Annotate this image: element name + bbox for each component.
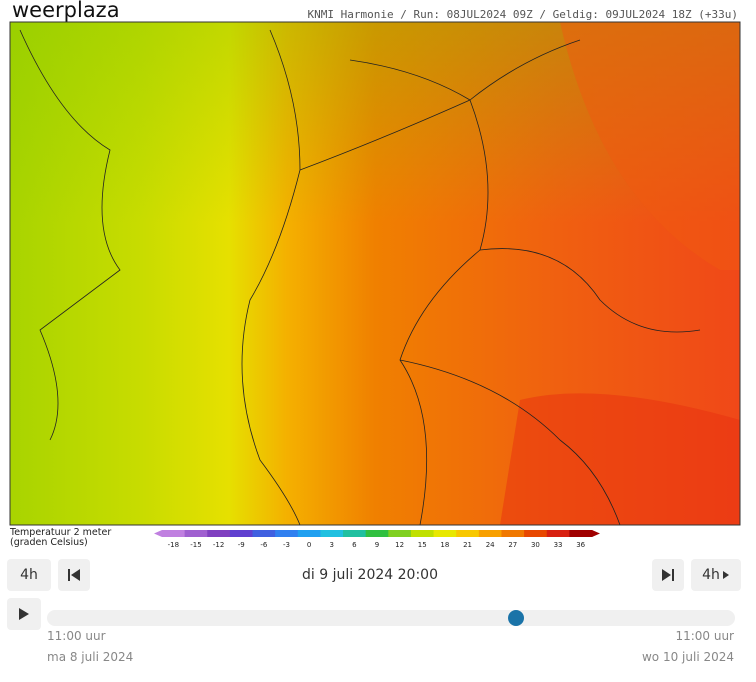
step-back-button[interactable]: 4h [7, 559, 51, 591]
colorbar-cell [275, 530, 299, 537]
colorbar-cell [456, 530, 480, 537]
colorbar-cell [252, 530, 276, 537]
colorbar-cell [546, 530, 570, 537]
start-time: 11:00 uur [47, 629, 106, 643]
colorbar-cell [524, 530, 548, 537]
current-time: di 9 juli 2024 20:00 [301, 567, 438, 583]
colorbar-cell [478, 530, 502, 537]
colorbar-cell [410, 530, 435, 537]
skip-back-icon [68, 569, 80, 581]
colorbar-cell [433, 530, 457, 537]
skip-forward-button[interactable] [652, 559, 684, 591]
colorbar-tick-label: -9 [238, 541, 245, 549]
colorbar-tick-label: -6 [260, 541, 268, 549]
hot-region [500, 393, 740, 525]
colorbar-cell [184, 530, 208, 537]
step-forward-icon [722, 571, 729, 579]
colorbar-tick-label: 0 [307, 541, 311, 549]
colorbar-end-left [154, 530, 162, 537]
colorbar-tick-label: -15 [190, 541, 201, 549]
colorbar-cell [388, 530, 412, 537]
colorbar-tick-label: 33 [554, 541, 563, 549]
step-forward-label: 4h [702, 567, 720, 583]
play-button[interactable] [7, 598, 41, 630]
colorbar-tick-label: 6 [352, 541, 357, 549]
end-time: 11:00 uur [675, 629, 734, 643]
map-svg: weerplaza KNMI Harmonie / Run: 08JUL2024… [9, 0, 741, 549]
legend-title: Temperatuur 2 meter [9, 527, 111, 538]
slider-thumb[interactable] [508, 610, 524, 626]
colorbar-tick-label: 30 [531, 541, 540, 549]
start-date: ma 8 juli 2024 [47, 650, 134, 664]
logo: weerplaza [12, 0, 120, 22]
colorbar-cell [207, 530, 231, 537]
play-icon [19, 608, 29, 620]
borders [19, 29, 701, 526]
colorbar-cell [501, 530, 525, 537]
end-date: wo 10 juli 2024 [641, 650, 734, 664]
colorbar-cell [229, 530, 254, 537]
legend-subtitle: (graden Celsius) [10, 537, 88, 548]
colorbar-tick-label: 27 [508, 541, 517, 549]
colorbar-cell [320, 530, 344, 537]
colorbar-tick-label: 9 [375, 541, 379, 549]
colorbar-tick-label: 12 [395, 541, 404, 549]
warm-region [560, 22, 740, 270]
colorbar-tick-label: 18 [440, 541, 449, 549]
colorbar-tick-label: 15 [418, 541, 427, 549]
colorbar-tick-label: 21 [463, 541, 472, 549]
colorbar-tick-label: 36 [576, 541, 585, 549]
colorbar-tick-label: 3 [330, 541, 334, 549]
colorbar-tick-label: -12 [213, 541, 224, 549]
skip-back-button[interactable] [58, 559, 90, 591]
colorbar-cell [365, 530, 389, 537]
colorbar-tick-label: -18 [168, 541, 179, 549]
step-forward-button[interactable]: 4h [691, 559, 741, 591]
colorbar-cell [162, 530, 186, 537]
run-info: KNMI Harmonie / Run: 08JUL2024 09Z / Gel… [308, 8, 738, 21]
colorbar-cell [343, 530, 367, 537]
colorbar-tick-label: 24 [486, 541, 495, 549]
colorbar-cell [297, 530, 321, 537]
skip-forward-icon [662, 569, 674, 581]
colorbar-end-right [592, 530, 600, 537]
map-frame [9, 21, 741, 526]
colorbar: -18 -15 -12 -9 -6 -3 0 3 6 9 12 15 18 21 24 27 30 33 36 [154, 530, 600, 549]
colorbar-tick-label: -3 [283, 541, 290, 549]
time-slider[interactable] [47, 610, 735, 626]
colorbar-cell [569, 530, 593, 537]
